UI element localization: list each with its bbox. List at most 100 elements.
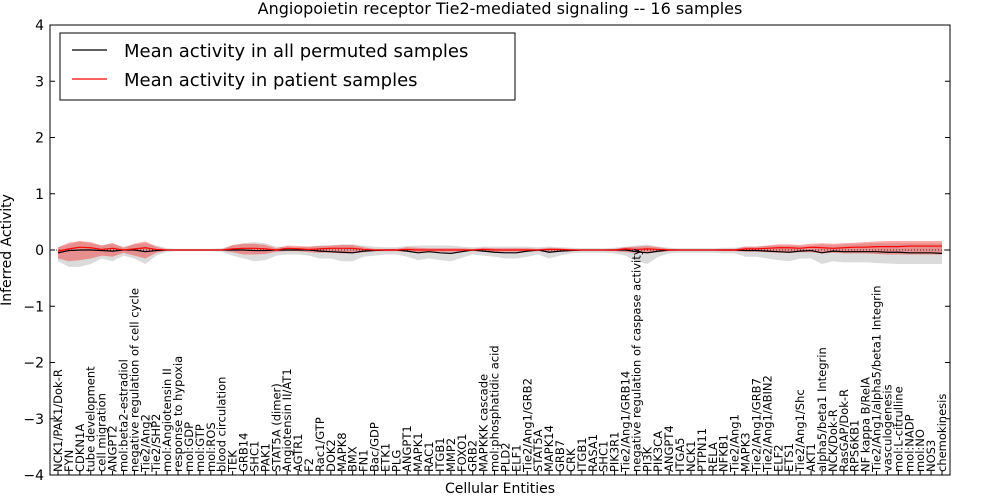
x-tick-label: Bac/GDP (367, 422, 381, 472)
y-tick-label: −1 (23, 299, 44, 315)
x-tick-label: GRB7 (553, 440, 567, 472)
y-tick-label: 4 (35, 18, 44, 34)
x-tick-label: alpha5/beta1 Integrin (815, 347, 829, 472)
x-tick-label: ELF2 (771, 444, 785, 472)
x-tick-label: RAC1 (422, 441, 436, 472)
x-tick-label: negative regulation of cell cycle (127, 288, 141, 472)
x-tick-label: mol:GDP (182, 422, 196, 472)
x-tick-label: ANGPT1 (400, 425, 414, 472)
legend: Mean activity in all permuted samples Me… (59, 32, 516, 101)
x-tick-label: SHC1 (247, 441, 261, 472)
x-tick-label: Angiotensin II/AT1 (280, 368, 294, 472)
x-tick-label: ELF1 (509, 444, 523, 472)
x-tick-label: chemokinesis (935, 394, 949, 472)
x-tick-label: vasculogenesis (880, 384, 894, 472)
x-tick-label: GRB2 (466, 440, 480, 472)
legend-label-patient: Mean activity in patient samples (124, 70, 418, 91)
x-tick-label: RasGAP/Dok-R (837, 389, 851, 472)
x-tick-label: ITGB1 (575, 437, 589, 472)
x-tick-label: ANGPT4 (662, 425, 676, 472)
x-tick-label: Tie2/Ang1/GRB7 (749, 378, 763, 473)
y-tick-label: −2 (23, 356, 44, 372)
x-tick-label: F2 (302, 458, 316, 472)
x-tick-label: mol:NADP (902, 414, 916, 472)
x-tick-label: Tie2/Ang1/alpha5/beta1 Integrin (870, 285, 884, 473)
x-tick-label: MAPK8 (335, 432, 349, 472)
x-tick-label: MAPK3 (739, 432, 753, 472)
y-axis-label: Inferred Activity (0, 194, 15, 306)
x-tick-label: tube development (84, 366, 98, 472)
y-tick-label: −3 (23, 412, 44, 428)
x-tick-label: mol:phosphatidic acid (488, 345, 502, 472)
x-tick-label: PAK1 (258, 443, 272, 472)
x-tick-label: PLD2 (498, 442, 512, 472)
x-tick-label: AGTR1 (291, 434, 305, 473)
x-tick-label: MAPKKK cascade (477, 374, 491, 472)
x-tick-label: TEK (226, 450, 240, 473)
x-tick-label: blood circulation (215, 377, 229, 472)
x-tick-label: CRK (564, 448, 578, 472)
x-tick-label: RASA1 (586, 434, 600, 472)
x-tick-label: AKT1 (804, 443, 818, 472)
x-tick-label: ITGB1 (433, 437, 447, 472)
y-tick-label: 1 (35, 187, 44, 203)
x-tick-label: DOK2 (324, 439, 338, 472)
x-tick-label: mol:Angiotensin II (160, 368, 174, 472)
x-tick-label: Tie2/Ang1/GRB14 (619, 371, 633, 473)
y-tick-label: 2 (35, 131, 44, 147)
x-tick-label: PTPN11 (695, 428, 709, 472)
x-tick-label: mol:ROS (204, 422, 218, 472)
x-tick-label: Tie2/Ang2 (138, 414, 152, 473)
x-tick-label: Tie2/Ang1 (728, 414, 742, 473)
x-tick-label: GRB14 (237, 433, 251, 472)
x-tick-label: ETS1 (782, 443, 796, 472)
x-tick-label: NCK1 (684, 441, 698, 473)
x-tick-label: MAPK1 (411, 432, 425, 472)
x-tick-label: cell migration (95, 393, 109, 472)
x-tick-label: NCK/Dok-R (826, 409, 840, 472)
x-tick-label: negative regulation of caspase activity (629, 248, 643, 472)
y-tick-label: −4 (23, 468, 44, 484)
band-permuted (58, 241, 942, 267)
x-tick-label: PLG (389, 450, 403, 472)
band-patient (58, 241, 942, 262)
x-tick-label: NCK1/PAK1/Dok-R (51, 369, 65, 472)
y-tick-label: 0 (35, 243, 44, 259)
x-tick-label: BMX (346, 446, 360, 472)
legend-box (59, 32, 516, 101)
x-tick-label: Tie2/SHP2 (149, 414, 163, 473)
x-tick-label: ANGPT2 (106, 425, 120, 472)
x-tick-label: MMP2 (444, 438, 458, 472)
x-tick-label: Rac1/GTP (313, 417, 327, 472)
x-tick-label: mol:beta2-estradiol (116, 359, 130, 472)
x-tick-label: Tie2/Ang1/GRB2 (520, 378, 534, 473)
x-tick-label: NF kappa B/RelA (859, 377, 873, 472)
x-tick-label: FN1 (357, 449, 371, 472)
x-tick-label: PIK3R1 (608, 432, 622, 473)
x-tick-label: mol:GTP (193, 424, 207, 472)
x-tick-label: NOS3 (924, 440, 938, 472)
legend-label-permuted: Mean activity in all permuted samples (124, 41, 468, 62)
x-tick-label: mol:L-citrulline (891, 386, 905, 472)
x-axis-label: Cellular Entities (445, 481, 555, 497)
x-tick-label: FYN (62, 450, 76, 472)
line-patient (57, 245, 942, 252)
x-tick-label: CDKN1A (73, 424, 87, 472)
x-tick-label: mol:NO (913, 429, 927, 472)
chart-title: Angiopoietin receptor Tie2-mediated sign… (258, 0, 743, 18)
x-tick-label: RELA (706, 442, 720, 472)
x-tick-label: ITGA5 (673, 437, 687, 472)
x-tick-label: SHC1 (597, 441, 611, 472)
x-tick-label: ETK1 (378, 443, 392, 472)
x-tick-label: RPS6KB1 (848, 420, 862, 472)
x-tick-label: PI3K (640, 446, 654, 472)
x-tick-label: NFKB1 (717, 434, 731, 472)
x-tick-label: STAT5A (dimer) (269, 383, 283, 472)
x-tick-label: response to hypoxia (171, 356, 185, 472)
y-tick-label: 3 (35, 74, 44, 90)
x-tick-label: STAT5A (531, 429, 545, 472)
x-tick-label: FOXO1 (455, 434, 469, 472)
x-tick-label: MAPK14 (542, 425, 556, 472)
x-tick-label: Tie2/Ang1/Shc (793, 389, 807, 473)
